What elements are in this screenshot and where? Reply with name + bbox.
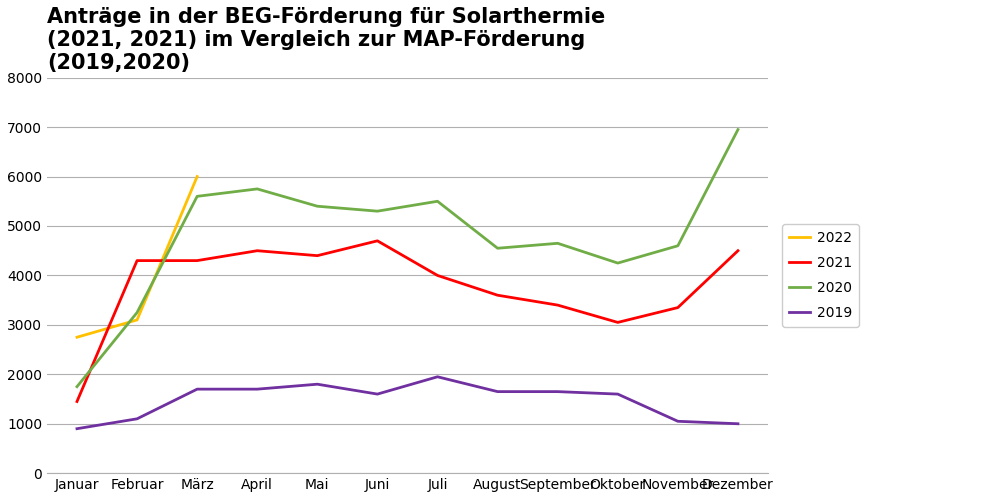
2021 <box>552 302 564 308</box>
2021 <box>612 319 623 325</box>
2020 <box>71 384 83 390</box>
2020 <box>552 241 564 247</box>
2020 <box>732 127 744 133</box>
2021 <box>251 248 263 253</box>
2020 <box>312 203 324 209</box>
Line: 2022: 2022 <box>77 177 197 337</box>
2019 <box>71 426 83 432</box>
2021 <box>131 257 143 263</box>
2019 <box>372 391 383 397</box>
2020 <box>431 198 443 204</box>
2019 <box>492 389 504 395</box>
Line: 2020: 2020 <box>77 130 738 387</box>
2019 <box>612 391 623 397</box>
2020 <box>131 309 143 315</box>
2019 <box>732 421 744 427</box>
Line: 2019: 2019 <box>77 377 738 429</box>
2019 <box>191 386 203 392</box>
Legend: 2022, 2021, 2020, 2019: 2022, 2021, 2020, 2019 <box>782 224 860 327</box>
Text: Anträge in der BEG-Förderung für Solarthermie
(2021, 2021) im Vergleich zur MAP-: Anträge in der BEG-Förderung für Solarth… <box>47 7 606 73</box>
2022 <box>191 174 203 180</box>
2019 <box>312 381 324 387</box>
2020 <box>672 243 684 249</box>
2022 <box>71 334 83 340</box>
2021 <box>312 252 324 258</box>
2019 <box>131 416 143 422</box>
2021 <box>732 248 744 253</box>
2021 <box>672 304 684 310</box>
2021 <box>191 257 203 263</box>
2021 <box>431 272 443 278</box>
2021 <box>71 399 83 405</box>
2019 <box>251 386 263 392</box>
2021 <box>492 292 504 298</box>
2019 <box>552 389 564 395</box>
Line: 2021: 2021 <box>77 241 738 402</box>
2020 <box>251 186 263 192</box>
2019 <box>672 418 684 424</box>
2020 <box>612 260 623 266</box>
2021 <box>372 238 383 244</box>
2020 <box>372 208 383 214</box>
2020 <box>492 245 504 251</box>
2022 <box>131 317 143 323</box>
2019 <box>431 374 443 380</box>
2020 <box>191 193 203 199</box>
